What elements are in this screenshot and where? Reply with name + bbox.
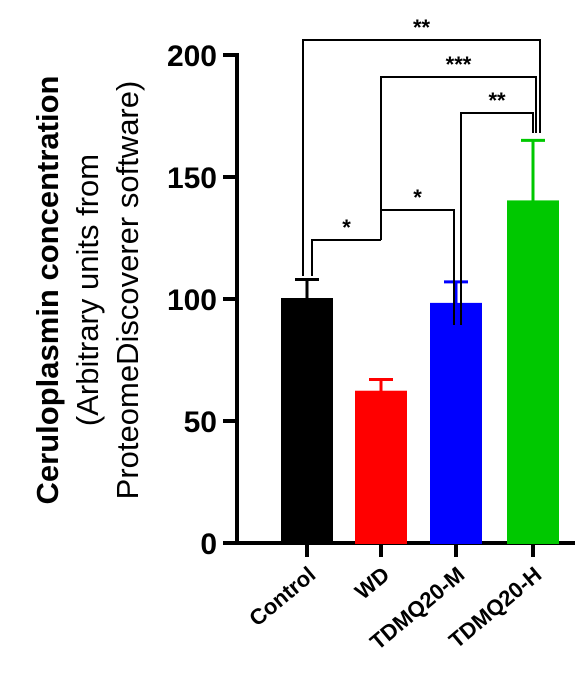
x-tick-label: Control bbox=[244, 562, 320, 631]
y-axis-label-line1: Ceruloplasmin concentration bbox=[30, 76, 65, 505]
significance-label: ** bbox=[413, 15, 431, 40]
bars bbox=[281, 200, 559, 544]
bar-control bbox=[281, 298, 333, 544]
significance-bracket bbox=[460, 112, 534, 325]
bar-tdmq20-m bbox=[430, 302, 482, 544]
y-tick-label: 0 bbox=[200, 528, 217, 561]
bar-tdmq20-h bbox=[507, 200, 559, 544]
significance-bracket bbox=[311, 239, 381, 276]
significance-label: ** bbox=[488, 88, 506, 113]
bar-wd bbox=[355, 390, 407, 544]
y-axis-label-line3: ProteomeDiscoverer software) bbox=[110, 81, 145, 500]
significance-bracket bbox=[302, 39, 541, 276]
y-tick-label: 150 bbox=[167, 162, 217, 195]
y-axis-label-line2: (Arbitrary units from bbox=[70, 154, 105, 426]
significance-label: * bbox=[342, 215, 351, 240]
y-tick-label: 100 bbox=[167, 284, 217, 317]
y-ticks: 0 50 100 150 200 bbox=[167, 40, 237, 561]
significance-bracket bbox=[380, 76, 537, 240]
y-tick-label: 200 bbox=[167, 40, 217, 73]
significance-brackets: ********* bbox=[302, 15, 541, 325]
significance-label: *** bbox=[446, 52, 472, 77]
error-bars bbox=[295, 138, 545, 392]
significance-label: * bbox=[413, 185, 422, 210]
y-axis-label: Ceruloplasmin concentration (Arbitrary u… bbox=[30, 76, 145, 505]
x-tick-label: WD bbox=[350, 562, 394, 605]
y-tick-label: 50 bbox=[184, 406, 217, 439]
